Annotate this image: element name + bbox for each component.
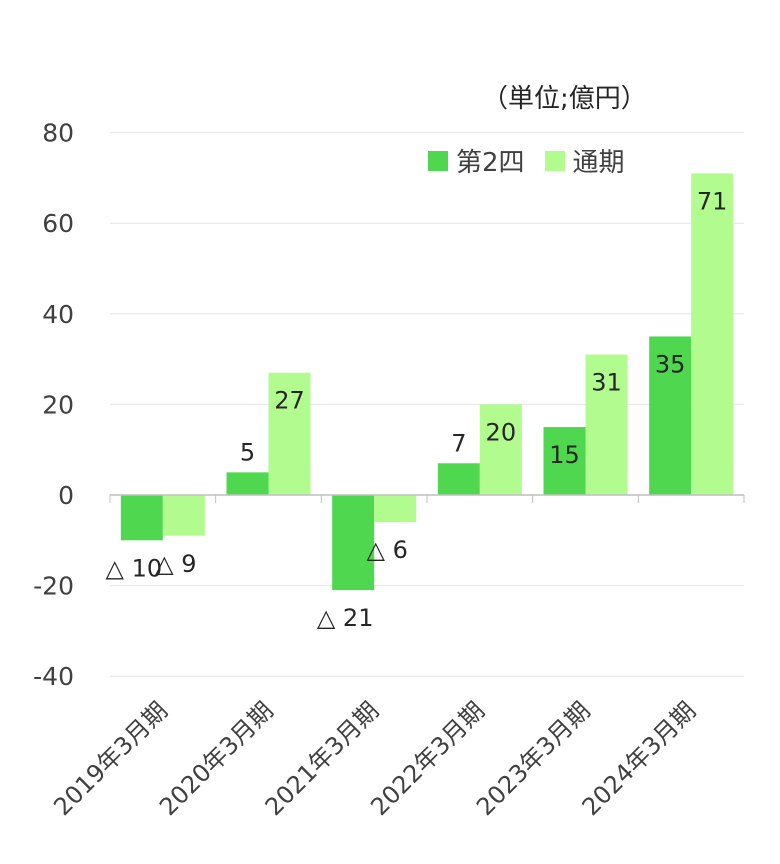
data-label-q2: △ 21 bbox=[317, 604, 374, 632]
data-label-full: 71 bbox=[697, 187, 728, 215]
y-tick-label: 80 bbox=[42, 119, 74, 148]
y-tick-label: -40 bbox=[33, 662, 74, 691]
data-label-q2: △ 10 bbox=[106, 554, 163, 582]
legend-item-q2: 第2四 bbox=[428, 142, 525, 179]
y-tick-label: -20 bbox=[33, 572, 74, 601]
y-tick-label: 0 bbox=[58, 481, 74, 510]
bar-q2 bbox=[226, 472, 269, 495]
data-label-full: △ 6 bbox=[366, 536, 407, 564]
bar-q2 bbox=[120, 495, 163, 541]
legend: 第2四 通期 bbox=[428, 142, 645, 179]
data-label-full: 20 bbox=[486, 418, 517, 446]
bar-full bbox=[479, 404, 522, 495]
data-label-q2: 35 bbox=[655, 350, 686, 378]
y-tick-label: 20 bbox=[42, 390, 74, 419]
data-label-q2: 7 bbox=[451, 429, 466, 457]
legend-swatch-full bbox=[544, 150, 565, 171]
y-tick-label: 40 bbox=[42, 300, 74, 329]
bar-q2 bbox=[437, 463, 480, 495]
legend-swatch-q2 bbox=[428, 150, 448, 171]
bar-q2 bbox=[649, 336, 692, 495]
legend-label-q2: 第2四 bbox=[456, 148, 525, 178]
bar-full bbox=[585, 354, 628, 495]
bar-q2 bbox=[332, 495, 375, 591]
bar-full bbox=[162, 495, 205, 536]
y-tick-label: 60 bbox=[42, 209, 74, 238]
data-label-full: 31 bbox=[591, 369, 622, 397]
bar-full bbox=[268, 372, 311, 495]
unit-label: （単位;億円） bbox=[482, 84, 647, 114]
data-label-q2: 15 bbox=[549, 441, 580, 469]
data-label-q2: 5 bbox=[240, 438, 255, 466]
bar-full bbox=[691, 173, 734, 495]
legend-label-full: 通期 bbox=[572, 148, 625, 178]
x-category-label: 2024年3月期 bbox=[577, 696, 702, 821]
bar-full bbox=[374, 495, 417, 523]
legend-item-full: 通期 bbox=[544, 142, 625, 179]
bar-q2 bbox=[543, 427, 586, 495]
data-label-full: △ 9 bbox=[155, 550, 196, 578]
data-label-full: 27 bbox=[274, 387, 305, 415]
